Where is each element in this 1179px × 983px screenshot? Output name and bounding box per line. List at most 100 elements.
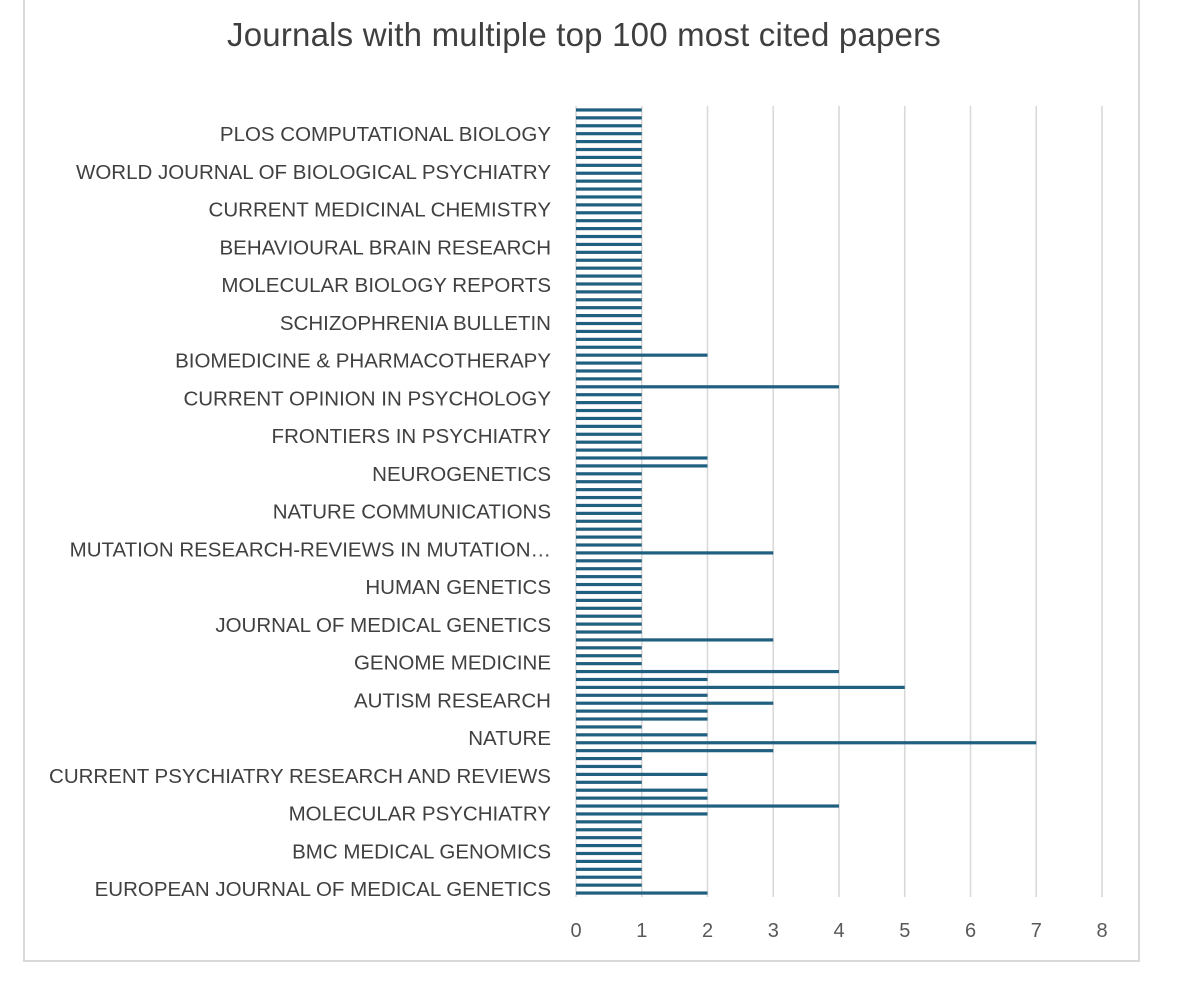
bar: [576, 883, 642, 887]
bar: [576, 527, 642, 531]
bar: [576, 662, 642, 666]
bar: [576, 701, 774, 705]
bar: [576, 227, 642, 231]
y-tick-label: WORLD JOURNAL OF BIOLOGICAL PSYCHIATRY: [76, 161, 551, 184]
y-tick-label: BMC MEDICAL GENOMICS: [292, 840, 551, 863]
y-tick-label: MUTATION RESEARCH-REVIEWS IN MUTATION…: [70, 538, 551, 561]
bar: [576, 211, 642, 215]
bar: [576, 567, 642, 571]
bar: [576, 108, 642, 112]
bar: [576, 163, 642, 167]
y-tick-label: NEUROGENETICS: [372, 463, 551, 486]
y-tick-label: CURRENT OPINION IN PSYCHOLOGY: [183, 387, 551, 410]
bar: [576, 408, 642, 413]
bar: [576, 171, 642, 175]
bar: [576, 725, 642, 729]
x-axis-labels: 0 1 2 3 4 5 6 7 8: [570, 920, 1107, 942]
x-tick-label: 2: [702, 920, 713, 942]
bar: [576, 187, 642, 191]
bar: [576, 820, 642, 824]
bar: [576, 116, 642, 120]
bar: [576, 266, 642, 270]
bar: [576, 733, 708, 737]
y-tick-label: MOLECULAR PSYCHIATRY: [289, 803, 552, 826]
bar: [576, 503, 642, 508]
bar: [576, 669, 839, 674]
y-tick-label: BEHAVIOURAL BRAIN RESEARCH: [220, 236, 552, 259]
bar: [576, 337, 642, 341]
bar: [576, 519, 642, 523]
x-tick-label: 8: [1096, 920, 1107, 942]
y-tick-label: HUMAN GENETICS: [365, 576, 551, 599]
y-tick-label: PLOS COMPUTATIONAL BIOLOGY: [220, 123, 551, 146]
bar: [576, 298, 642, 302]
bar: [576, 448, 642, 452]
bar: [576, 891, 708, 895]
bar: [576, 155, 642, 160]
bar: [576, 812, 708, 816]
bar: [576, 234, 642, 239]
bar: [576, 804, 839, 808]
bar: [576, 321, 642, 326]
bar: [576, 828, 642, 832]
bar: [576, 353, 708, 357]
bar: [576, 416, 642, 421]
bar: [576, 361, 642, 365]
y-tick-label: BIOMEDICINE & PHARMACOTHERAPY: [175, 350, 551, 373]
bar: [576, 780, 642, 784]
gridlines: [575, 106, 1103, 897]
bar: [576, 385, 839, 389]
bar: [576, 796, 708, 800]
bar: [576, 393, 642, 397]
bar: [576, 859, 642, 864]
bar: [576, 258, 642, 262]
bar: [576, 203, 642, 207]
bar: [576, 677, 708, 682]
bar: [576, 764, 642, 769]
chart-title: Journals with multiple top 100 most cite…: [227, 16, 941, 53]
bar: [576, 124, 642, 128]
bar: [576, 590, 642, 595]
y-axis-labels: PLOS COMPUTATIONAL BIOLOGY WORLD JOURNAL …: [49, 123, 551, 901]
bar: [576, 606, 642, 610]
bar: [576, 401, 642, 405]
bar: [576, 377, 642, 381]
x-tick-label: 0: [570, 920, 581, 942]
bar: [576, 282, 642, 286]
bar: [576, 306, 642, 310]
bar: [576, 488, 642, 492]
y-tick-label: NATURE COMMUNICATIONS: [273, 501, 551, 524]
y-tick-label: CURRENT PSYCHIATRY RESEARCH AND REVIEWS: [49, 765, 551, 788]
bar: [576, 867, 642, 871]
bar: [576, 242, 642, 247]
y-tick-label: EUROPEAN JOURNAL OF MEDICAL GENETICS: [95, 878, 551, 901]
bar: [576, 646, 642, 650]
y-tick-label: NATURE: [468, 727, 551, 750]
bar: [576, 440, 642, 444]
bar: [576, 219, 642, 223]
bar: [576, 685, 905, 689]
bar: [576, 836, 642, 840]
bar: [576, 314, 642, 318]
x-tick-label: 4: [833, 920, 844, 942]
x-tick-label: 5: [899, 920, 910, 942]
bar: [576, 495, 642, 500]
bar: [576, 424, 642, 428]
bar: [576, 480, 642, 484]
bar: [576, 551, 774, 555]
bar: [576, 535, 642, 539]
bar: [576, 290, 642, 294]
bar: [576, 756, 642, 761]
bar: [576, 749, 774, 753]
bar: [576, 875, 642, 879]
y-tick-label: FRONTIERS IN PSYCHIATRY: [272, 425, 552, 448]
bar: [576, 369, 642, 373]
bar: [576, 693, 708, 697]
bar: [576, 132, 642, 136]
y-tick-label: GENOME MEDICINE: [354, 652, 551, 675]
bar: [576, 195, 642, 199]
bar: [576, 274, 642, 278]
bar: [576, 851, 642, 856]
bar: [576, 622, 642, 626]
